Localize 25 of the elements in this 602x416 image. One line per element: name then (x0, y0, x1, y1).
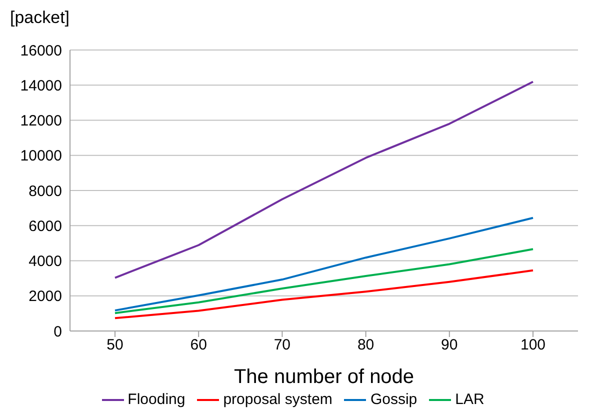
line-series (114, 248, 534, 314)
x-tick-label: 100 (520, 336, 546, 354)
y-tick-label: 12000 (20, 112, 62, 130)
y-tick-label: 8000 (28, 182, 62, 200)
line-series (114, 216, 534, 312)
legend-label: Gossip (370, 391, 418, 408)
y-tick-label: 2000 (28, 288, 62, 306)
line-series (114, 269, 534, 320)
x-tick-label: 70 (274, 336, 291, 354)
y-axis-title: [packet] (10, 8, 70, 28)
x-tick-label: 60 (190, 336, 207, 354)
y-tick-label: 14000 (20, 77, 62, 94)
line-series (114, 80, 534, 279)
legend-label: Flooding (128, 391, 186, 408)
y-tick-label: 10000 (20, 148, 62, 165)
x-tick-label: 90 (441, 336, 458, 354)
x-tick-label: 50 (106, 336, 124, 354)
y-tick-label: 4000 (28, 253, 62, 270)
x-tick-label: 80 (357, 336, 374, 354)
y-tick-label: 6000 (28, 218, 62, 235)
y-tick-label: 16000 (20, 42, 62, 60)
legend-label: LAR (455, 391, 484, 408)
y-tick-label: 0 (54, 323, 62, 340)
x-axis-title: The number of node (234, 366, 414, 388)
legend-label: proposal system (223, 391, 332, 408)
